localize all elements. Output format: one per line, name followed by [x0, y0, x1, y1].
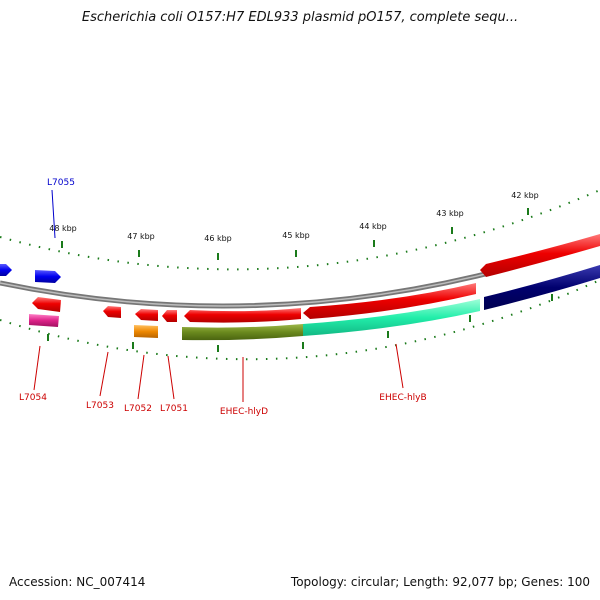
- gene-label-l7055[interactable]: L7055: [47, 178, 75, 188]
- topology-summary: Topology: circular; Length: 92,077 bp; G…: [290, 575, 590, 589]
- gene-l7052-rev[interactable]: [134, 325, 158, 338]
- leader-l7054: [33, 345, 41, 391]
- gene-label-ehec-hlyb[interactable]: EHEC-hlyB: [379, 393, 426, 403]
- gene-labels: L7055 L7054 L7053 L7052 L7051 EHEC-hlyD …: [19, 178, 427, 417]
- gene-l7051[interactable]: [162, 310, 177, 322]
- kbp-labels: 48 kbp 47 kbp 46 kbp 45 kbp 44 kbp 43 kb…: [49, 191, 539, 243]
- leader-l7052: [137, 354, 145, 400]
- tick-label-44: 44 kbp: [359, 222, 387, 231]
- accession-text: Accession: NC_007414: [9, 575, 146, 589]
- inner-major-ticks: [47, 294, 553, 352]
- gene-label-l7052[interactable]: L7052: [124, 404, 152, 414]
- gene-ehec-hlyd[interactable]: [182, 324, 303, 341]
- tick-label-43: 43 kbp: [436, 209, 464, 218]
- gene-l7054-rev[interactable]: [29, 314, 59, 327]
- leader-l7053: [99, 351, 109, 397]
- tick-label-48: 48 kbp: [49, 224, 77, 233]
- gene-label-ehec-hlyd[interactable]: EHEC-hlyD: [220, 407, 268, 417]
- leader-ehec-hlyb: [395, 343, 404, 389]
- gene-hlyA[interactable]: [184, 308, 301, 323]
- tick-label-47: 47 kbp: [127, 232, 155, 241]
- gene-label-l7051[interactable]: L7051: [160, 404, 188, 414]
- outer-tick-ring: [0, 189, 600, 271]
- gene-l7054-fwd[interactable]: [32, 297, 61, 312]
- gene-hlyC[interactable]: [303, 283, 476, 319]
- reverse-strand-genes: [29, 265, 600, 341]
- gene-l7053[interactable]: [103, 306, 121, 318]
- gene-l7049[interactable]: [480, 234, 600, 277]
- gene-l7047[interactable]: [484, 265, 600, 310]
- forward-strand-genes: [0, 234, 600, 323]
- gene-label-l7054[interactable]: L7054: [19, 393, 47, 403]
- gene-label-l7053[interactable]: L7053: [86, 401, 114, 411]
- tick-label-46: 46 kbp: [204, 234, 232, 243]
- map-title: Escherichia coli O157:H7 EDL933 plasmid …: [81, 10, 519, 25]
- gene-l7056[interactable]: [0, 264, 12, 276]
- tick-label-42: 42 kbp: [511, 191, 539, 200]
- label-leader-lines: [33, 189, 404, 402]
- gene-l7055[interactable]: [35, 270, 61, 283]
- leader-l7055: [51, 189, 56, 239]
- tick-label-45: 45 kbp: [282, 231, 310, 240]
- outer-major-ticks: [61, 208, 529, 260]
- leader-l7051: [167, 355, 175, 400]
- gene-l7052-fwd[interactable]: [135, 309, 158, 321]
- gene-ehec-hlyb[interactable]: [303, 299, 480, 336]
